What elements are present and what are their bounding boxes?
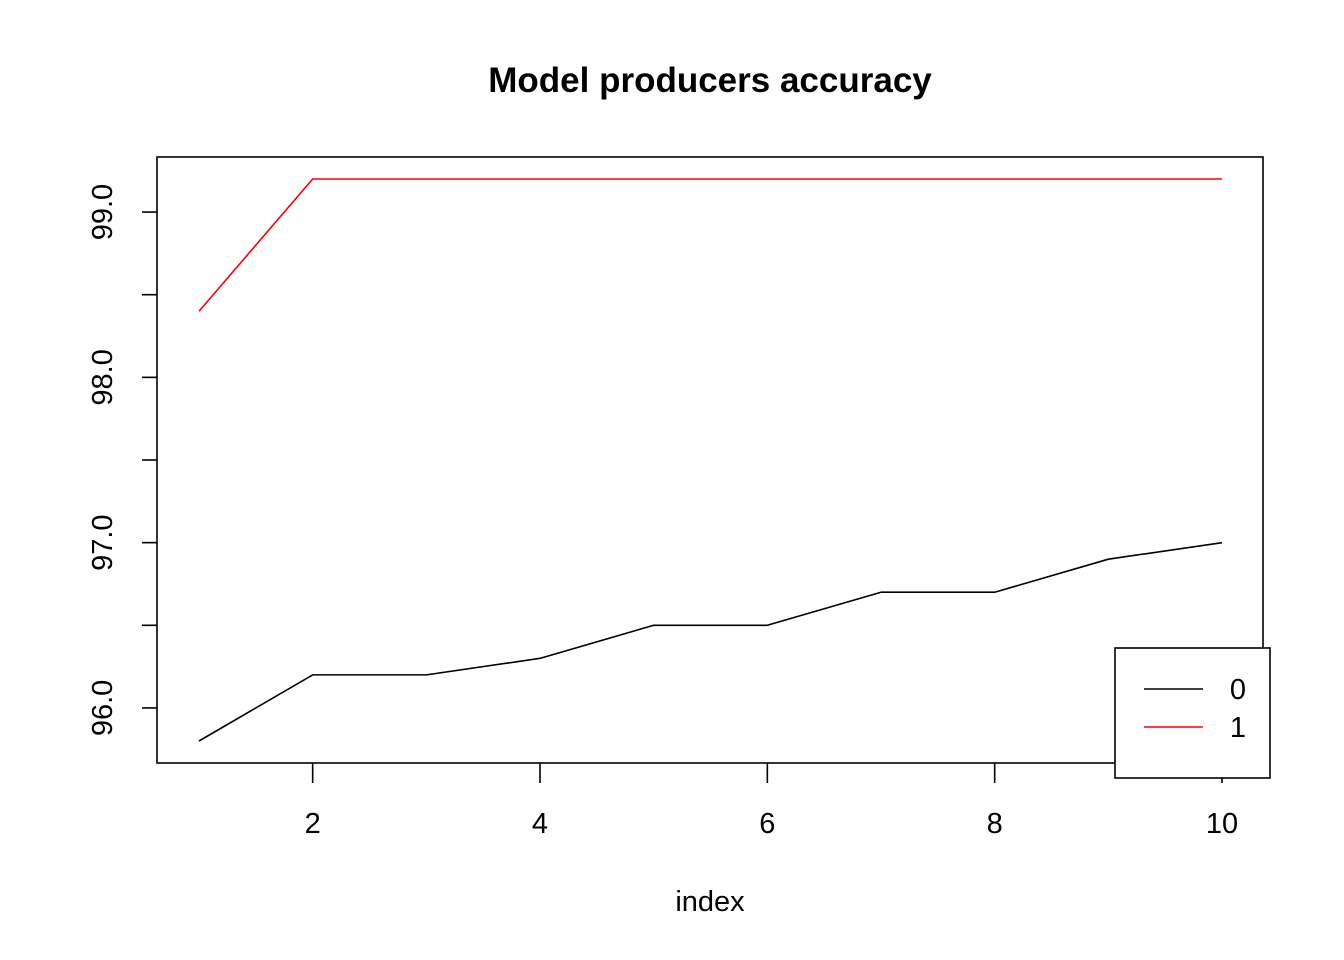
chart-title: Model producers accuracy: [488, 61, 932, 100]
legend-box: [1114, 647, 1271, 779]
x-axis-label: index: [675, 886, 745, 918]
legend-label-1: 1: [1230, 712, 1246, 744]
x-tick-label: 10: [1206, 808, 1238, 840]
y-tick-label: 97.0: [87, 514, 119, 570]
series-line-1: [198, 178, 1222, 312]
y-axis: 96.0 97.0 98.0 99.0: [87, 184, 157, 736]
plot-frame: [156, 156, 1264, 764]
x-axis: 2 4 6 8 10: [305, 763, 1238, 840]
y-tick-label: 98.0: [87, 349, 119, 405]
x-tick-label: 6: [759, 808, 775, 840]
x-tick-label: 2: [305, 808, 321, 840]
x-tick-label: 8: [987, 808, 1003, 840]
legend-label-0: 0: [1230, 674, 1246, 706]
x-tick-label: 4: [532, 808, 548, 840]
legend: 01: [1114, 647, 1271, 779]
series-line-0: [198, 541, 1223, 742]
y-tick-label: 96.0: [87, 680, 119, 736]
series-layer: [198, 178, 1223, 742]
y-tick-label: 99.0: [87, 184, 119, 240]
